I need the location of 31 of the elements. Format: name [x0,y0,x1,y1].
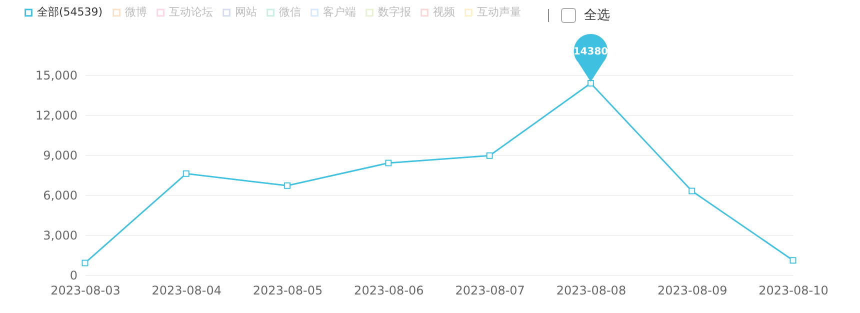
y-tick-label: 3,000 [43,228,78,242]
x-tick-label: 2023-08-04 [152,284,222,298]
point [182,170,190,177]
text: 全选 [584,7,610,24]
legend-label: 视频 [433,6,455,19]
point [587,80,594,87]
legend-label: 全部(54539) [37,6,103,19]
legend-label: 数字报 [378,6,411,19]
x-tick-label: 2023-08-08 [556,284,626,298]
legend-label: 互动声量 [477,6,521,19]
x-tick-label: 2023-08-07 [455,284,525,298]
y-tick-label: 0 [70,268,78,282]
point [688,188,696,194]
point [385,160,392,166]
y-tick-label: 6,000 [43,188,78,202]
point [284,182,291,189]
y-tick-label: 9,000 [43,148,78,162]
x-tick-label: 2023-08-06 [354,284,424,298]
x-tick-label: 2023-08-10 [758,284,828,298]
y-tick-label: 15,000 [36,68,78,82]
point [486,152,493,159]
legend-label: 互动论坛 [169,6,213,19]
x-tick-label: 2023-08-05 [252,284,323,298]
legend-label: 微信 [279,6,301,19]
x-tick-label: 2023-08-09 [657,284,728,298]
x-tick-label: 2023-08-03 [50,284,120,298]
point [790,257,796,264]
legend-label: 网站 [235,6,257,19]
y-tick-label: 12,000 [36,108,78,122]
legend-label: 客户端 [323,6,356,19]
legend-label: 微博 [125,6,147,19]
